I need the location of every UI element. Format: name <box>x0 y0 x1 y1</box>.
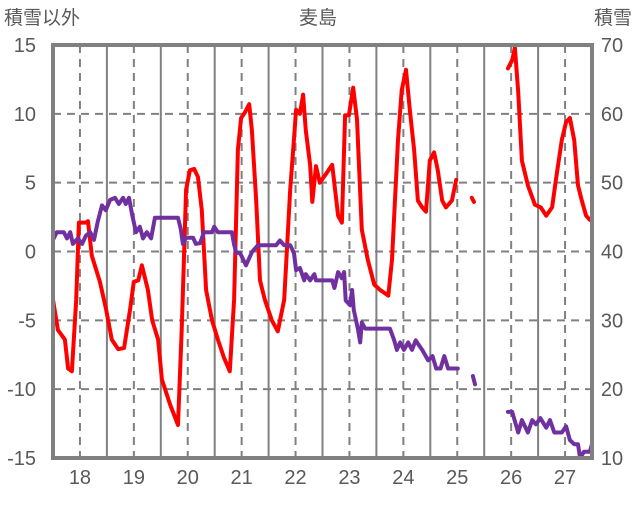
x-tick-label: 24 <box>392 467 414 489</box>
y-left-tick-label: 5 <box>25 173 36 195</box>
x-tick-label: 23 <box>338 467 360 489</box>
y-left-tick-label: 10 <box>14 104 36 126</box>
y-right-tick-label: 30 <box>601 310 623 332</box>
y-left-tick-label: 0 <box>25 242 36 264</box>
x-tick-label: 22 <box>284 467 306 489</box>
x-tick-label: 21 <box>231 467 253 489</box>
chart-title: 麦島 <box>299 7 337 29</box>
y-left-tick-label: -5 <box>18 310 36 332</box>
plot-frame <box>51 43 594 460</box>
series-layer <box>51 45 594 460</box>
x-tick-label: 20 <box>177 467 199 489</box>
y-right-tick-label: 20 <box>601 379 623 401</box>
x-tick-label: 19 <box>123 467 145 489</box>
y-right-tick-label: 40 <box>601 242 623 264</box>
left-axis-label: 積雪以外 <box>4 7 80 29</box>
snow-depth-line <box>51 195 594 460</box>
y-left-tick-label: -10 <box>7 379 36 401</box>
y-right-tick-label: 70 <box>601 35 623 57</box>
right-axis-label: 積雪 <box>594 7 632 29</box>
x-tick-label: 18 <box>69 467 91 489</box>
non-snow-line <box>51 45 592 427</box>
x-tick-label: 25 <box>446 467 468 489</box>
grid <box>53 44 592 459</box>
y-right-tick-label: 50 <box>601 173 623 195</box>
x-tick-label: 27 <box>554 467 576 489</box>
y-right-tick-label: 60 <box>601 104 623 126</box>
y-left-tick-label: 15 <box>14 35 36 57</box>
x-tick-label: 26 <box>500 467 522 489</box>
y-right-tick-label: 10 <box>601 448 623 470</box>
y-left-tick-label: -15 <box>7 448 36 470</box>
